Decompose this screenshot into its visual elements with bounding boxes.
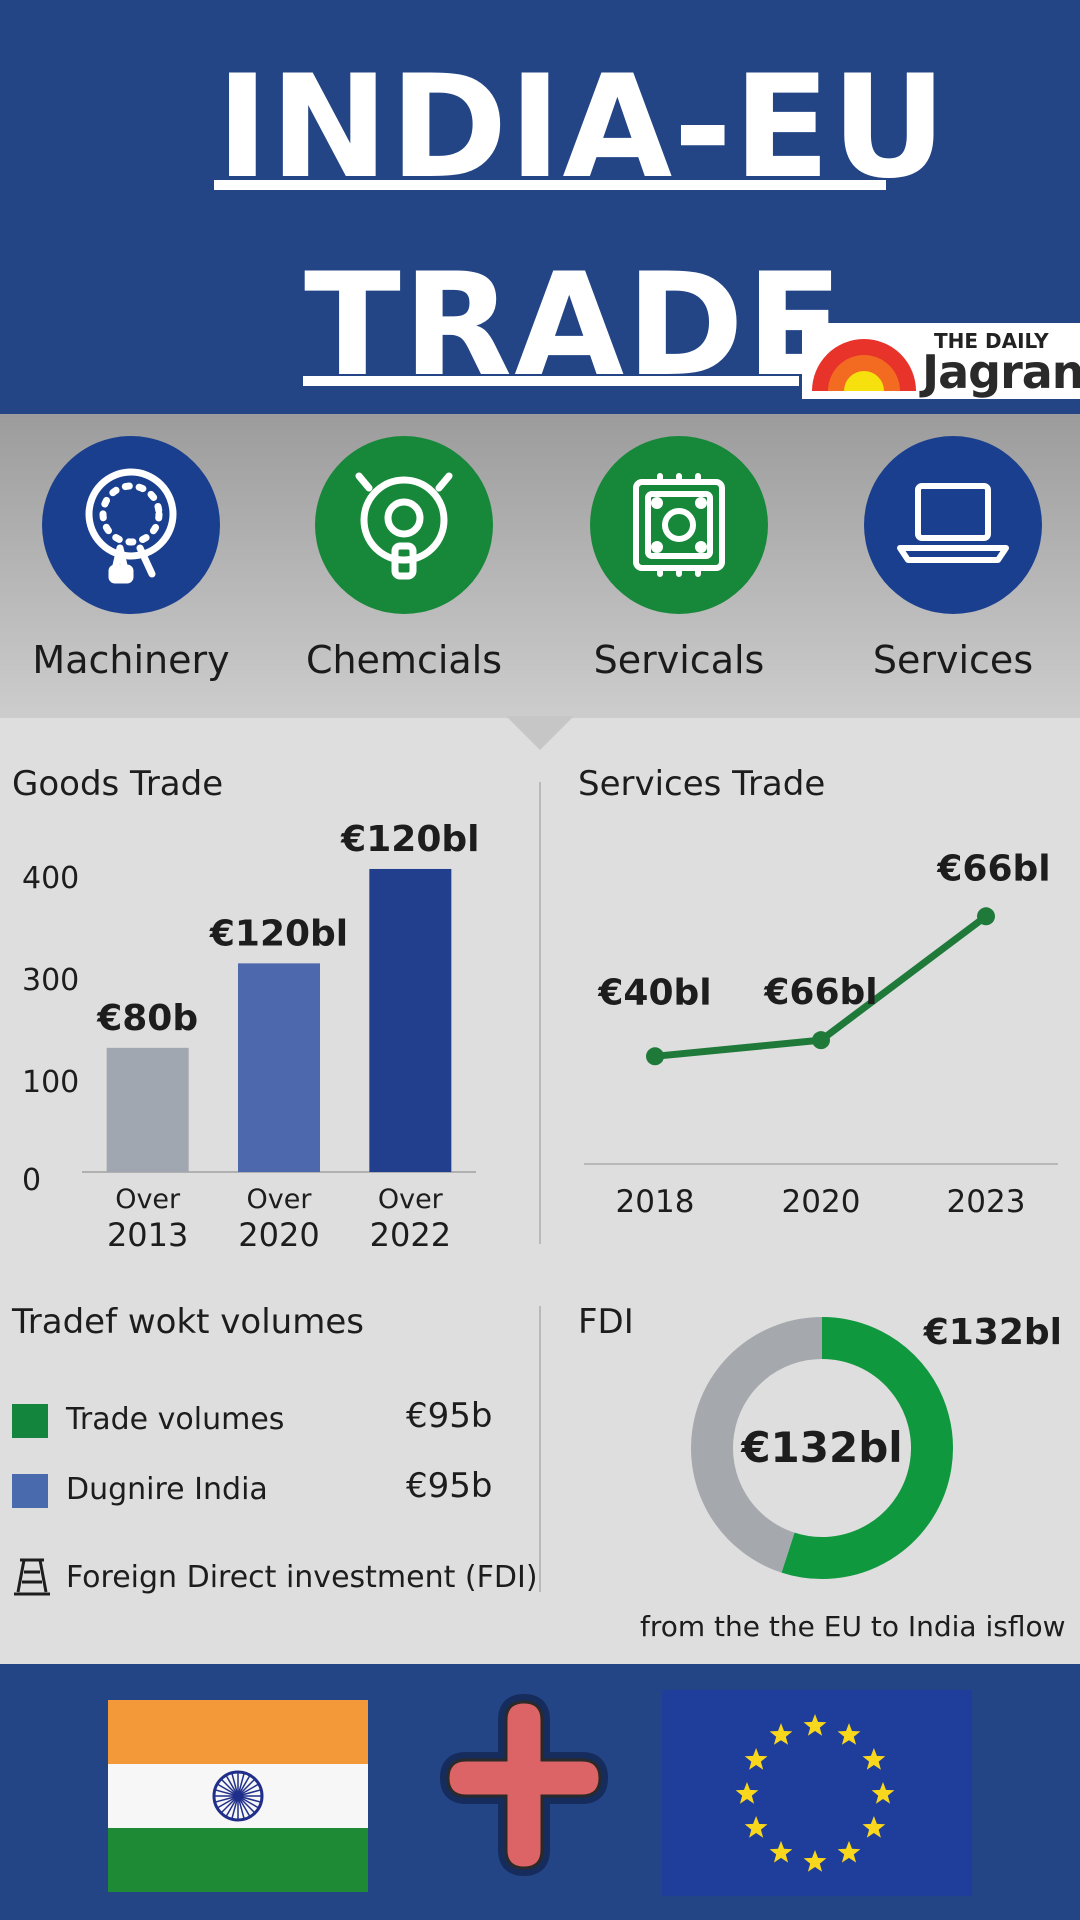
x-tick-label: 2018 xyxy=(616,1184,695,1220)
x-tick-label: 2020 xyxy=(782,1184,861,1220)
legend-row-dugnire-india: Dugnire India €95b xyxy=(12,1466,502,1516)
donut-center-label: €132bl xyxy=(740,1423,902,1472)
category-servicals: Servicals xyxy=(550,426,810,706)
bar xyxy=(106,1047,189,1172)
header-banner: INDIA-EU TRADE THE DAILY Jagran xyxy=(0,0,1080,414)
eu-flag xyxy=(662,1690,972,1896)
eu-star-icon xyxy=(837,1723,861,1745)
point-data-label: €40bl xyxy=(597,972,711,1013)
eu-star-icon xyxy=(803,1714,827,1736)
y-tick-label: 100 xyxy=(22,1065,79,1100)
x-tick-label: 2022 xyxy=(370,1216,451,1254)
category-services: Services xyxy=(824,426,1080,706)
y-tick-label: 300 xyxy=(22,963,79,998)
eu-star-icon xyxy=(735,1782,759,1804)
fdi-donut-chart: €132bl €132bl xyxy=(691,1312,1062,1579)
eu-star-icon xyxy=(862,1748,886,1770)
jagran-logo: THE DAILY Jagran xyxy=(802,323,1080,399)
x-tick-label: Over xyxy=(247,1184,313,1215)
eu-star-icon xyxy=(769,1840,793,1863)
india-flag xyxy=(108,1700,368,1892)
eu-star-icon xyxy=(871,1782,895,1804)
logo-text-big: Jagran xyxy=(922,345,1080,399)
x-tick-label: Over xyxy=(115,1184,181,1215)
title-underline-1 xyxy=(214,180,886,190)
legend-swatch xyxy=(12,1404,48,1438)
ashoka-chakra-icon xyxy=(212,1770,264,1822)
data-point xyxy=(646,1047,664,1066)
fdi-caption: from the the EU to India isflow xyxy=(640,1610,1066,1643)
category-chemicals: Chemcials xyxy=(275,426,535,706)
legend-label: Dugnire India xyxy=(66,1472,268,1507)
y-tick-label: 0 xyxy=(22,1163,41,1198)
bar xyxy=(238,963,320,1172)
donut-outside-label: €132bl xyxy=(923,1312,1062,1353)
chemicals-icon xyxy=(315,436,493,614)
footer-banner xyxy=(0,1664,1080,1920)
x-tick-label: 2023 xyxy=(947,1184,1026,1220)
footer-graphics xyxy=(108,1690,972,1896)
vertical-divider-top xyxy=(539,782,541,1244)
category-label: Chemcials xyxy=(305,638,503,682)
legend-row-trade-volumes: Trade volumes €95b xyxy=(12,1396,502,1446)
logo-text-small: THE DAILY xyxy=(934,329,1049,353)
donut-slice xyxy=(781,1317,953,1579)
goods-trade-title: Goods Trade xyxy=(12,764,224,804)
category-label: Machinery xyxy=(32,638,230,682)
fdi-title: FDI xyxy=(578,1302,634,1342)
section-pointer xyxy=(506,716,574,750)
legend-swatch xyxy=(12,1474,48,1508)
category-label: Servicals xyxy=(593,638,765,682)
point-data-label: €66bl xyxy=(936,848,1050,889)
data-point xyxy=(977,907,995,926)
laptop-icon xyxy=(864,436,1042,614)
legend-row-fdi: Foreign Direct investment (FDI) xyxy=(12,1554,538,1604)
eu-star-icon xyxy=(769,1723,793,1745)
eu-star-icon xyxy=(803,1850,827,1872)
eu-star-icon xyxy=(744,1748,768,1770)
bar-data-label: €120bl xyxy=(209,913,348,954)
chip-icon xyxy=(590,436,768,614)
machinery-icon xyxy=(42,436,220,614)
legend-label: Foreign Direct investment (FDI) xyxy=(66,1560,538,1595)
eu-star-icon xyxy=(744,1816,768,1838)
investment-icon xyxy=(14,1558,50,1596)
y-tick-label: 400 xyxy=(22,861,79,896)
point-data-label: €66bl xyxy=(763,972,877,1013)
services-trade-title: Services Trade xyxy=(578,764,826,804)
category-label: Services xyxy=(872,638,1034,682)
eu-star-icon xyxy=(837,1840,861,1863)
sunrise-logo-icon xyxy=(812,339,916,391)
trade-volumes-title: Tradef wokt volumes xyxy=(12,1302,364,1342)
services-trade-chart: €40bl 2018 €66bl 2020 €66bl 2023 xyxy=(584,848,1058,1220)
x-tick-label: 2013 xyxy=(107,1216,188,1254)
eu-star-icon xyxy=(862,1816,886,1838)
plus-icon xyxy=(439,1693,609,1877)
legend-value: €95b xyxy=(406,1396,493,1436)
vertical-divider-bottom xyxy=(539,1306,541,1592)
bar-data-label: €120bl xyxy=(340,819,479,860)
category-machinery: Machinery xyxy=(2,426,262,706)
data-point xyxy=(812,1031,830,1050)
title-underline-2 xyxy=(303,376,799,386)
bar xyxy=(369,868,452,1172)
legend-label: Trade volumes xyxy=(66,1402,285,1437)
category-band: Machinery Chemcials Serv xyxy=(0,414,1080,718)
bar-data-label: €80b xyxy=(96,998,198,1039)
donut-slice xyxy=(691,1317,823,1573)
x-tick-label: Over xyxy=(378,1184,444,1215)
x-tick-label: 2020 xyxy=(238,1216,319,1254)
goods-trade-chart: 0100300400€80bOver2013€120blOver2020€120… xyxy=(22,819,479,1254)
legend-value: €95b xyxy=(406,1466,493,1506)
